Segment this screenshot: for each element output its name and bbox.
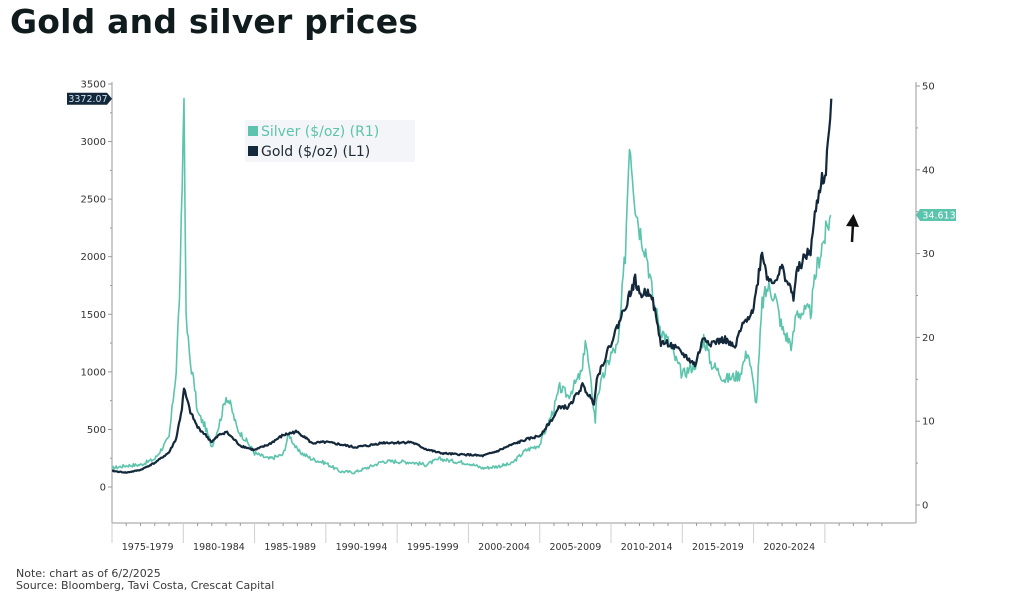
right-tick-label: 30 xyxy=(922,249,935,260)
legend-label-silver: Silver ($/oz) (R1) xyxy=(261,124,379,140)
right-tick-label: 50 xyxy=(922,82,935,93)
page-title: Gold and silver prices xyxy=(10,2,419,41)
x-tick-label: 1980-1984 xyxy=(193,542,245,553)
right-tick-label: 40 xyxy=(922,165,935,176)
right-tick-label: 10 xyxy=(922,417,935,428)
gold-value-label: 3372.07 xyxy=(68,94,107,105)
legend-swatch-silver xyxy=(248,126,258,136)
x-tick-label: 2015-2019 xyxy=(692,542,744,553)
legend-box xyxy=(245,120,415,162)
right-tick-label: 20 xyxy=(922,333,935,344)
x-tick-label: 2000-2004 xyxy=(478,542,530,553)
footnote: Note: chart as of 6/2/2025 Source: Bloom… xyxy=(16,568,274,592)
left-tick-label: 3000 xyxy=(81,137,106,148)
series-layer xyxy=(111,97,833,475)
value-badges: 3372.07 34.613 xyxy=(67,92,956,221)
gold-value-badge xyxy=(67,92,112,105)
note-text: Note: chart as of 6/2/2025 xyxy=(16,567,161,580)
x-tick-label: 2010-2014 xyxy=(621,542,673,553)
left-tick-label: 2500 xyxy=(81,195,106,206)
legend-label-gold: Gold ($/oz) (L1) xyxy=(261,144,370,160)
x-tick-label: 2005-2009 xyxy=(549,542,601,553)
left-tick-label: 1500 xyxy=(81,310,106,321)
x-tick-label: 2020-2024 xyxy=(763,542,815,553)
left-tick-label: 3500 xyxy=(81,80,106,91)
right-tick-label: 0 xyxy=(922,501,928,512)
silver-value-badge xyxy=(916,208,956,221)
x-tick-label: 1990-1994 xyxy=(336,542,388,553)
axes-layer: 0 500 1000 1500 2000 2500 3000 3500 0 10 20 30 40 50 1… xyxy=(81,80,935,554)
x-tick-label: 1975-1979 xyxy=(122,542,174,553)
legend: Silver ($/oz) (R1) Gold ($/oz) (L1) xyxy=(245,120,415,162)
legend-swatch-gold xyxy=(248,146,258,156)
series-line-silver xyxy=(111,97,832,475)
left-tick-label: 500 xyxy=(87,425,106,436)
left-tick-label: 2000 xyxy=(81,252,106,263)
left-tick-label: 1000 xyxy=(81,367,106,378)
x-tick-label: 1995-1999 xyxy=(407,542,459,553)
silver-value-label: 34.613 xyxy=(922,210,955,221)
up-arrow-head xyxy=(846,214,859,227)
left-tick-label: 0 xyxy=(100,483,106,494)
up-arrow-icon xyxy=(850,223,855,243)
series-line-gold xyxy=(111,98,833,474)
x-tick-label: 1985-1989 xyxy=(264,542,316,553)
annotations xyxy=(846,214,859,243)
source-text: Source: Bloomberg, Tavi Costa, Crescat C… xyxy=(16,579,275,592)
